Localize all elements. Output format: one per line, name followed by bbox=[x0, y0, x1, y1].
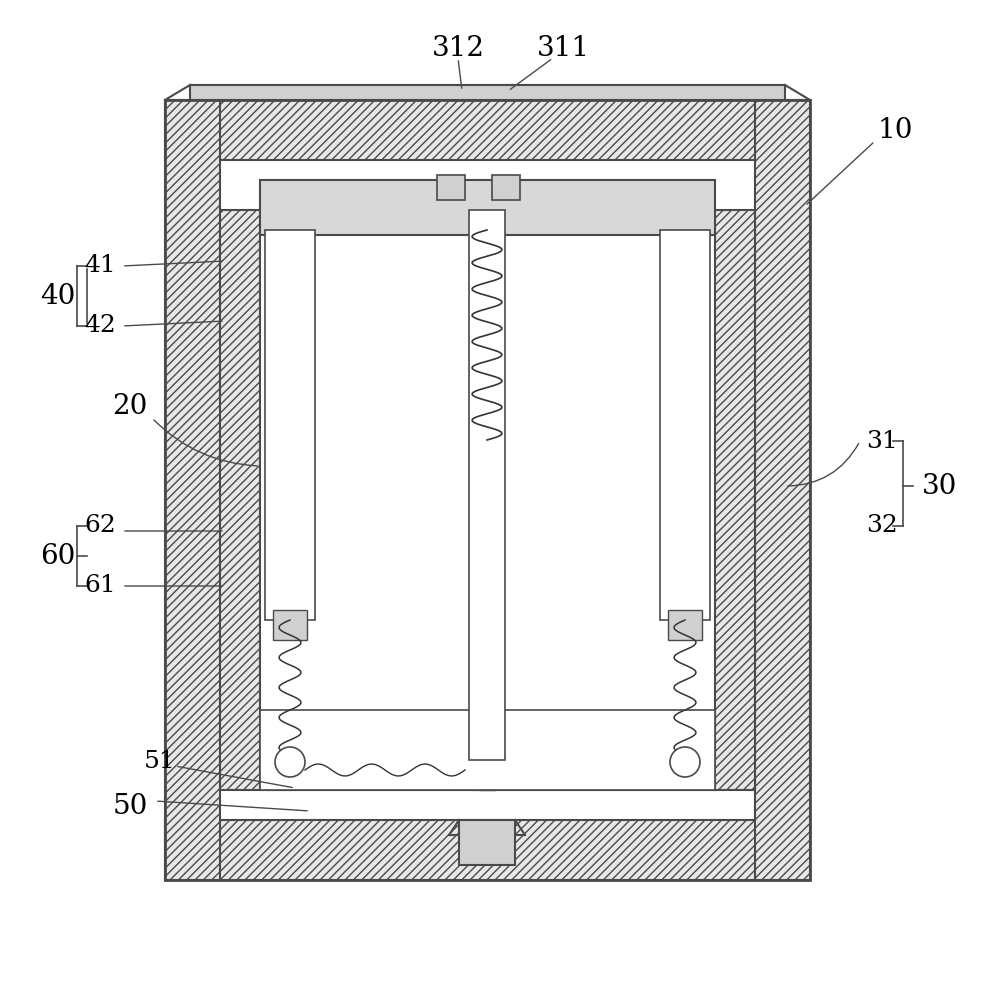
Bar bbox=[479, 240, 495, 790]
Text: 51: 51 bbox=[144, 749, 176, 772]
Text: 61: 61 bbox=[84, 575, 116, 598]
Bar bbox=[668, 610, 702, 640]
Text: 60: 60 bbox=[40, 542, 76, 570]
Bar bbox=[492, 175, 520, 200]
Bar bbox=[437, 175, 465, 200]
Bar bbox=[273, 610, 307, 640]
Bar bbox=[165, 100, 810, 160]
Bar bbox=[265, 230, 315, 620]
Bar bbox=[260, 210, 715, 790]
Bar bbox=[755, 100, 810, 880]
Text: 40: 40 bbox=[40, 283, 76, 310]
Bar bbox=[165, 100, 810, 880]
Text: 42: 42 bbox=[84, 315, 116, 337]
Bar bbox=[220, 210, 755, 790]
Text: 31: 31 bbox=[866, 430, 898, 453]
Text: 312: 312 bbox=[432, 35, 484, 61]
Bar bbox=[469, 210, 505, 760]
Text: 32: 32 bbox=[866, 515, 898, 537]
Text: 20: 20 bbox=[112, 392, 148, 419]
Bar bbox=[165, 100, 220, 880]
Bar bbox=[260, 180, 715, 235]
Bar bbox=[190, 85, 785, 100]
Text: 41: 41 bbox=[84, 254, 116, 277]
Circle shape bbox=[670, 747, 700, 777]
Text: 30: 30 bbox=[922, 472, 958, 500]
Text: 311: 311 bbox=[536, 35, 590, 61]
Bar bbox=[165, 820, 810, 880]
Circle shape bbox=[275, 747, 305, 777]
Bar bbox=[660, 230, 710, 620]
Text: 50: 50 bbox=[112, 793, 148, 819]
Bar bbox=[459, 820, 515, 865]
Text: 10: 10 bbox=[877, 117, 913, 145]
Bar bbox=[260, 710, 715, 790]
Text: 62: 62 bbox=[84, 515, 116, 537]
